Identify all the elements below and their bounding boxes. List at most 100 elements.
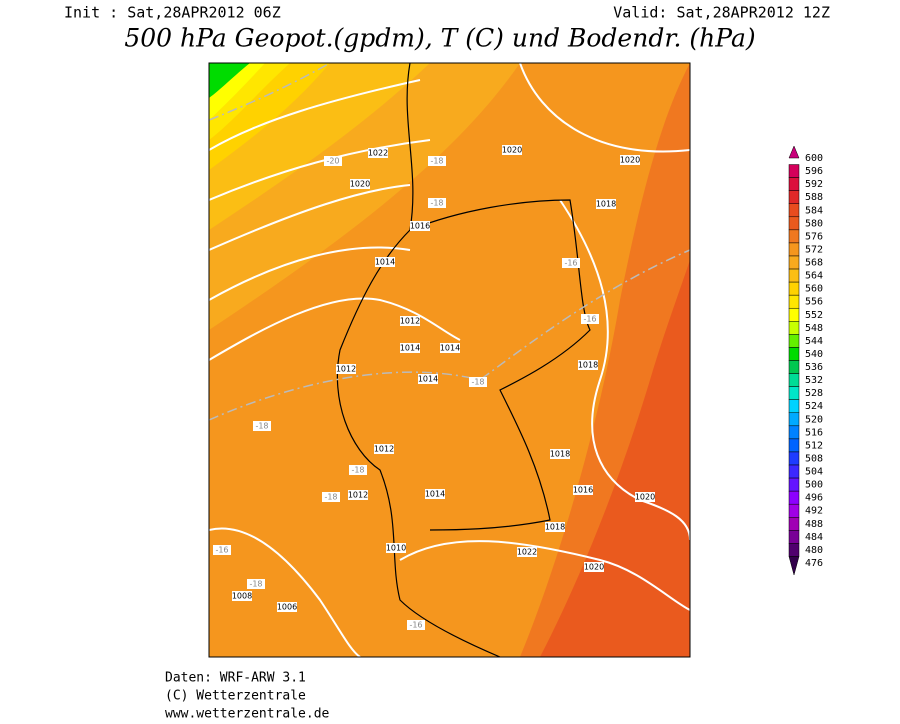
temp-label: -16 [215,546,228,555]
footer-line: Daten: WRF-ARW 3.1 [165,671,306,686]
map [208,62,691,658]
isobar-label: 1016 [573,486,593,495]
colorbar-label: 552 [805,310,823,321]
colorbar-cap [788,145,800,159]
isobar-label-bg [350,179,370,189]
temp-label: -18 [471,378,484,387]
borders [336,63,591,657]
isobar-label-bg [596,199,616,209]
colorbar-cap [788,556,800,576]
temp-label: -18 [351,466,364,475]
colorbar-swatch [788,334,800,348]
colorbar-swatch [788,438,800,453]
colorbar-swatch [788,294,800,309]
colorbar-label: 588 [805,192,823,203]
isobar-label-bg [400,343,420,353]
isobar-label: 1014 [400,344,420,353]
temp-label-bg [428,198,446,208]
colorbar-swatch [788,203,800,218]
isobar-label-bg [635,492,655,502]
isobar-label: 1006 [277,603,297,612]
temp-label-bg [469,377,487,387]
colorbar-swatch [788,229,800,244]
temp-label-bg [253,421,271,431]
isobar-label: 1020 [584,563,604,572]
isobar-label: 1018 [545,523,565,532]
isobar-label-bg [550,449,570,459]
colorbar-label: 496 [805,493,823,504]
colorbar-swatch [788,190,800,204]
colorbar-label: 476 [805,558,823,569]
isobar-label-bg [336,364,356,374]
isobar-label: 1008 [232,592,252,601]
colorbar-swatch [788,464,800,479]
temp-label: -18 [430,157,443,166]
footer-line: www.wetterzentrale.de [165,707,330,721]
colorbar-swatch [788,164,800,178]
isobar-label-bg [502,145,522,155]
isobar-label: 1014 [425,490,445,499]
isobar-label: 1018 [578,361,598,370]
colorbar-swatch [788,451,800,466]
colorbar-swatch [788,543,800,557]
temp-label: -18 [324,493,337,502]
temp-label: -16 [409,621,422,630]
isobar-label-bg [517,547,537,557]
isobar-label: 1012 [400,317,420,326]
isobar-label-bg [400,316,420,326]
temp-label: -18 [249,580,262,589]
colorbar-swatch [788,425,800,440]
temp-label: -18 [430,199,443,208]
colorbar-swatch [788,477,800,492]
colorbar-swatch [788,399,800,414]
colorbar-label: 492 [805,506,823,517]
isobar-label: 1012 [336,365,356,374]
colorbar-swatch [788,281,800,296]
isobar-label: 1022 [517,548,537,557]
colorbar-label: 520 [805,414,823,425]
valid-time: Valid: Sat,28APR2012 12Z [613,4,830,22]
isobar-label: 1022 [368,149,388,158]
colorbar-label: 580 [805,218,823,229]
colorbar-swatch [788,321,800,335]
temp-label-bg [428,156,446,166]
isobar-label: 1018 [550,450,570,459]
isobar-label: 1020 [635,493,655,502]
colorbar-label: 484 [805,532,823,543]
colorbar-swatch [788,373,800,387]
temp-label-bg [324,156,342,166]
colorbar-label: 556 [805,297,823,308]
colorbar-label: 488 [805,519,823,530]
isobar-label: 1020 [350,180,370,189]
colorbar-label: 504 [805,467,823,478]
temp-label-bg [407,620,425,630]
colorbar-label: 528 [805,388,823,399]
isobar-label-bg [386,543,406,553]
temp-label-bg [247,579,265,589]
colorbar-swatch [788,530,800,544]
isobar-label-bg [573,485,593,495]
colorbar-swatch [788,503,800,518]
isobar-label-bg [545,522,565,532]
isobar-label: 1012 [374,445,394,454]
temp-label: -18 [255,422,268,431]
colorbar-label: 564 [805,271,823,282]
isobar-label-bg [418,374,438,384]
init-time: Init : Sat,28APR2012 06Z [64,4,281,22]
colorbar-label: 516 [805,427,823,438]
isobar-label-bg [375,257,395,267]
colorbar-swatch [788,255,800,270]
colorbar-label: 600 [805,153,823,164]
colorbar-swatch [788,268,800,283]
colorbar-label: 560 [805,284,823,295]
isobar-label: 1020 [620,156,640,165]
colorbar-swatch [788,490,800,505]
isobar-label: 1018 [596,200,616,209]
colorbar-label: 540 [805,349,823,360]
map-frame [208,62,691,658]
colorbar-label: 596 [805,166,823,177]
footer-line: (C) Wetterzentrale [165,689,306,704]
colorbar-swatch [788,307,800,322]
colorbar-label: 544 [805,336,823,347]
footer: Daten: WRF-ARW 3.1 (C) Wetterzentrale ww… [165,671,330,722]
